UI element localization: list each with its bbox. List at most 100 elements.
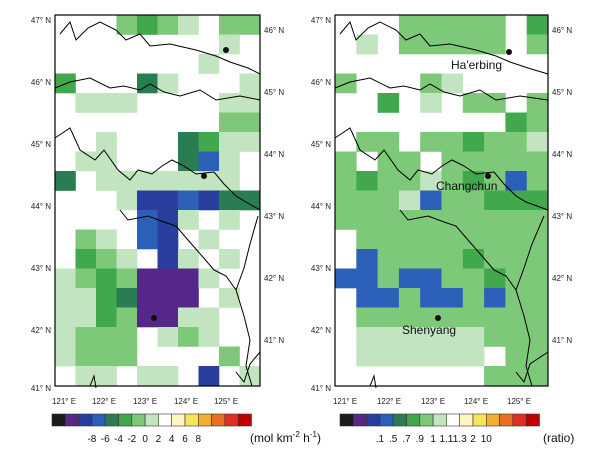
right-map-cell [484, 151, 506, 172]
colorbar-right-unit: (ratio) [543, 431, 574, 445]
left-map-cell [198, 54, 220, 74]
right-map-cell [484, 15, 506, 35]
colorbar-left-swatch [104, 413, 119, 427]
right-map-cell [441, 346, 464, 367]
left-lat-label: 44° N [31, 202, 51, 211]
right-map-cell [526, 210, 549, 230]
left-map-cell [219, 346, 240, 367]
right-map-cell [526, 151, 549, 172]
colorbar-left: -8 -6 -4 -2 0 2 4 6 8 (mol km-2 h-1) [51, 413, 321, 445]
left-map-cell [157, 268, 179, 289]
left-map-cell [96, 268, 117, 289]
left-map-cell [239, 73, 261, 94]
left-map-cell [55, 288, 76, 308]
colorbar-right-swatch [339, 413, 354, 427]
right-map-cell [441, 268, 464, 289]
right-map-cell [335, 190, 357, 211]
left-map-cell [219, 210, 240, 230]
right-map-cell [441, 307, 464, 328]
left-map-cell [239, 132, 261, 152]
right-map-cell [377, 210, 400, 230]
right-map-cell [505, 132, 527, 152]
right-map-cell [462, 229, 485, 250]
right-map-cell [462, 34, 485, 55]
right-map-cell [420, 190, 442, 211]
right-map-cell [398, 327, 421, 347]
colorbar-left-swatch [224, 413, 239, 427]
right-map-cell [441, 73, 464, 94]
right-map-cell [526, 346, 549, 367]
right-map-cell [377, 132, 400, 152]
left-map-cell [96, 366, 117, 386]
left-city-harbin-dot [223, 47, 229, 53]
left-boundaries [54, 20, 261, 389]
left-map-cell [198, 132, 220, 152]
left-map-cell [137, 268, 158, 289]
right-map-cell [526, 327, 549, 347]
colorbar-left-label: -8 [87, 434, 96, 445]
colorbar-right-label: .5 [389, 434, 398, 445]
right-city-shenyang-dot [435, 315, 441, 321]
right-city-changchun-dot [485, 173, 491, 179]
right-map-cell [420, 229, 442, 250]
right-lat-label: 42° N [311, 326, 331, 335]
right-map-cell [420, 171, 442, 191]
left-map-cell [239, 190, 261, 211]
right-map-cell [398, 190, 421, 211]
colorbar-left-label: 8 [196, 434, 202, 445]
left-map-cell [157, 210, 179, 230]
right-map-cell [441, 288, 464, 308]
colorbar-right-swatch [459, 413, 474, 427]
left-lat-label: 43° N [31, 264, 51, 273]
right-map-cell [526, 112, 549, 133]
left-map-cell [157, 73, 179, 94]
right-map-cell [526, 366, 549, 386]
colorbar-left-swatch [131, 413, 146, 427]
colorbar-right-swatch [406, 413, 421, 427]
right-map-cell [526, 34, 549, 55]
left-map-cell [137, 307, 158, 328]
left-map-cell [75, 151, 97, 172]
left-map-cell [116, 93, 138, 113]
colorbar-left-swatch [78, 413, 93, 427]
right-map-cell [356, 34, 378, 55]
right-map-cell [505, 171, 527, 191]
left-map-cell [96, 93, 117, 113]
right-map-cell [356, 327, 378, 347]
right-map-cell [505, 268, 527, 289]
colorbar-left-swatch [171, 413, 186, 427]
left-map-cell [178, 132, 199, 152]
right-map-cell [441, 132, 464, 152]
left-map-cell [116, 346, 138, 367]
right-map-cell [335, 171, 357, 191]
city-label-shenyang: Shenyang [402, 323, 456, 337]
left-right-lat-labels: 46° N 45° N 44° N 43° N 42° N 41° N [264, 26, 284, 345]
colorbar-right-swatch [352, 413, 367, 427]
right-map-cell [526, 249, 549, 269]
right-map-cell [484, 210, 506, 230]
right-map-cell [505, 307, 527, 328]
left-map-cell [157, 15, 179, 35]
right-map-cell [484, 249, 506, 269]
left-map-cell [178, 268, 199, 289]
left-map-cell [96, 307, 117, 328]
left-lat-label: 41° N [31, 384, 51, 393]
right-map-cell [505, 288, 527, 308]
left-map-cell [178, 307, 199, 328]
right-map-cell [484, 132, 506, 152]
right-map-cell [398, 151, 421, 172]
colorbar-right-swatch [432, 413, 447, 427]
left-lon-labels: 121° E 122° E 123° E 124° E 125° E [52, 397, 238, 406]
right-map-cell [505, 190, 527, 211]
colorbar-right: .1 .5 .7 .9 1 1.1 1.3 2 10 (ratio) [339, 413, 574, 445]
colorbar-left-label: 0 [142, 434, 148, 445]
right-boundaries [334, 20, 549, 389]
left-lat-label: 47° N [31, 16, 51, 25]
left-map-cell [239, 112, 261, 133]
right-map-cell [526, 268, 549, 289]
right-map-cell [526, 171, 549, 191]
right-map-cell [356, 190, 378, 211]
right-map-cell [420, 346, 442, 367]
right-right-lat-labels: 46° N 45° N 44° N 43° N 42° N 41° N [552, 26, 572, 345]
